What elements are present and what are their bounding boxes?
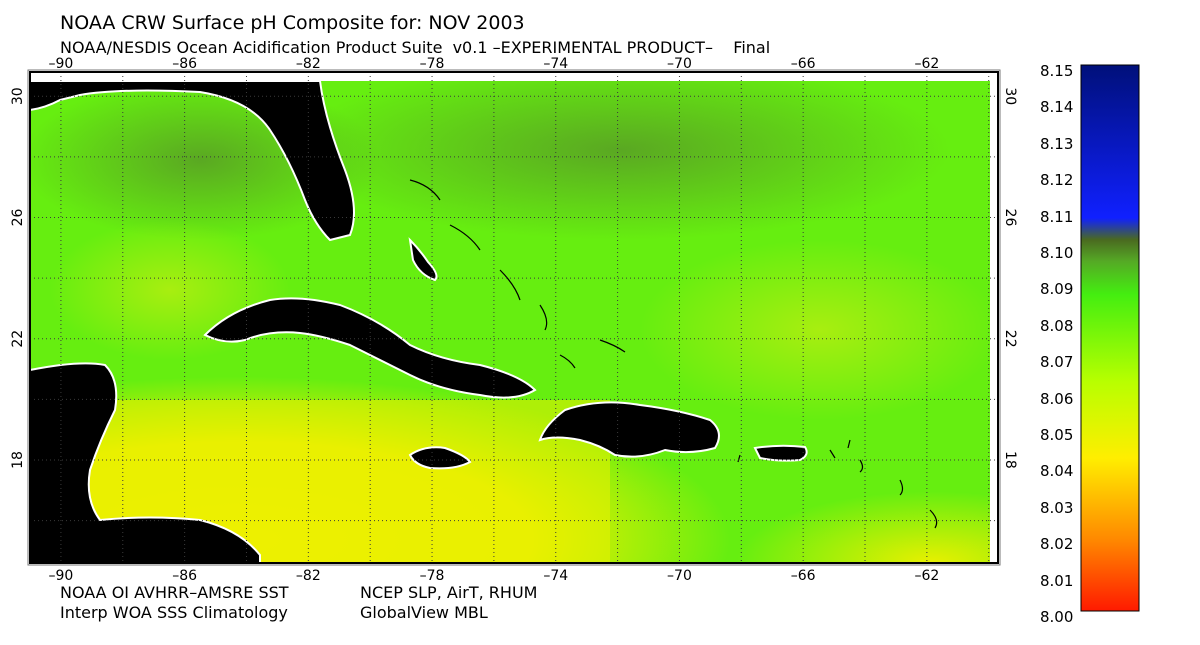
map-frame — [29, 71, 999, 564]
colorbar-tick-label: 8.07 — [1040, 353, 1074, 372]
map-subtitle: NOAA/NESDIS Ocean Acidification Product … — [60, 38, 771, 57]
lat-label-right: 18 — [1002, 451, 1018, 469]
colorbar-tick-label: 8.12 — [1040, 171, 1074, 190]
colorbar-tick-label: 8.14 — [1040, 98, 1074, 117]
lon-label-bottom: –82 — [296, 568, 321, 584]
land — [29, 80, 808, 564]
footer-met: NCEP SLP, AirT, RHUM — [360, 583, 538, 602]
colorbar-tick-label: 8.09 — [1040, 280, 1074, 299]
lon-label-top: –62 — [914, 56, 939, 72]
lon-label-top: –86 — [172, 56, 197, 72]
lon-label-top: –74 — [543, 56, 568, 72]
lat-label-left: 26 — [10, 208, 26, 226]
lat-labels-left: 30 26 22 18 — [10, 87, 26, 469]
lat-label-right: 22 — [1002, 330, 1018, 348]
lon-label-bottom: –66 — [791, 568, 816, 584]
lat-label-right: 30 — [1002, 87, 1018, 105]
colorbar-tick-label: 8.15 — [1040, 62, 1074, 80]
lon-label-top: –90 — [49, 56, 74, 72]
colorbar-tick-label: 8.10 — [1040, 244, 1074, 262]
lat-label-left: 18 — [10, 451, 26, 469]
lon-label-top: –82 — [296, 56, 321, 72]
map-title: NOAA CRW Surface pH Composite for: NOV 2… — [60, 12, 525, 34]
colorbar-tick-label: 8.06 — [1040, 389, 1074, 408]
colorbar-tick-label: 8.08 — [1040, 316, 1074, 335]
lon-label-bottom: –78 — [420, 568, 445, 584]
lon-labels-top: –90 –86 –82 –78 –74 –70 –66 –62 — [49, 56, 940, 72]
colorbar — [1080, 64, 1140, 612]
map-frame-outer — [27, 69, 1001, 566]
lon-label-top: –78 — [420, 56, 445, 72]
lat-label-right: 26 — [1002, 209, 1018, 227]
lat-labels-right: 30 26 22 18 — [1002, 87, 1018, 469]
colorbar-tick-label: 8.04 — [1040, 462, 1074, 481]
footer-mbl: GlobalView MBL — [360, 603, 488, 622]
colorbar-tick-label: 8.03 — [1040, 498, 1074, 517]
lon-label-top: –66 — [791, 56, 816, 72]
colorbar-tick-label: 8.05 — [1040, 426, 1074, 444]
lat-label-left: 22 — [10, 330, 26, 348]
colorbar-tick-label: 8.11 — [1040, 207, 1074, 226]
colorbar-tick-label: 8.02 — [1040, 535, 1074, 554]
lon-label-top: –70 — [667, 56, 692, 72]
lon-labels-bottom: –90 –86 –82 –78 –74 –70 –66 –62 — [49, 568, 940, 584]
lon-label-bottom: –62 — [914, 568, 939, 584]
small-islands — [409, 179, 938, 529]
colorbar-tick-label: 8.13 — [1040, 134, 1074, 153]
lon-label-bottom: –90 — [49, 568, 74, 584]
graticule — [30, 72, 998, 563]
lon-label-bottom: –74 — [543, 568, 568, 584]
colorbar-tick-label: 8.00 — [1040, 608, 1074, 626]
lat-label-left: 30 — [10, 87, 26, 105]
colorbar-tick-label: 8.01 — [1040, 571, 1074, 590]
ocean-field — [30, 81, 990, 563]
lon-label-bottom: –70 — [667, 568, 692, 584]
lon-label-bottom: –86 — [172, 568, 197, 584]
footer-sss: Interp WOA SSS Climatology — [60, 603, 288, 622]
footer-sst: NOAA OI AVHRR–AMSRE SST — [60, 583, 289, 602]
